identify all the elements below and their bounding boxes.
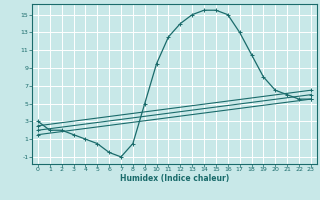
X-axis label: Humidex (Indice chaleur): Humidex (Indice chaleur) (120, 174, 229, 183)
